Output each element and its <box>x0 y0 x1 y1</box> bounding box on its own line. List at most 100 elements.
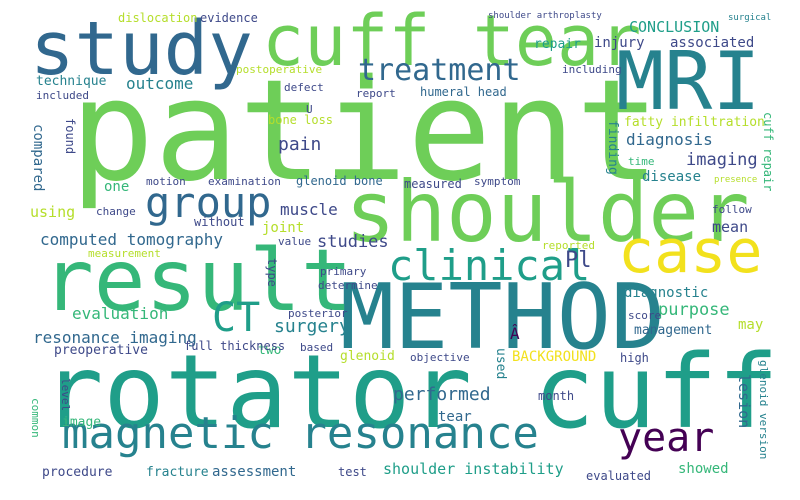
word-mri: MRI <box>616 35 761 128</box>
word-objective: objective <box>410 351 470 364</box>
word-purpose: purpose <box>658 300 730 320</box>
word-full-thickness: full thickness <box>184 339 286 353</box>
word-treatment: treatment <box>358 53 521 88</box>
word-test: test <box>338 465 367 479</box>
word-one: one <box>104 179 130 195</box>
word-group: group <box>145 178 272 227</box>
word-shoulder-instability: shoulder instability <box>383 460 564 478</box>
word-year: year <box>618 415 715 461</box>
word-magnetic-resonance: magnetic resonance <box>62 408 539 459</box>
word-associated: associated <box>670 35 755 51</box>
word-humeral-head: humeral head <box>420 85 507 99</box>
word-measured: measured <box>404 177 462 191</box>
word-image: image <box>62 415 102 430</box>
word-diagnosis: diagnosis <box>626 130 713 149</box>
word-used: used <box>493 348 508 380</box>
word-compared: compared <box>30 124 46 192</box>
word-examination: examination <box>208 175 281 188</box>
word-joint: joint <box>262 220 305 236</box>
word-motion: motion <box>146 175 186 188</box>
word-study: study <box>30 6 253 92</box>
word-patient: patient <box>70 50 661 213</box>
word-ct: CT <box>212 295 261 341</box>
word-u: U <box>306 103 313 116</box>
word-showed: showed <box>678 461 729 477</box>
word-bone-loss: bone loss <box>268 113 334 127</box>
word-posterior: posterior <box>288 307 348 320</box>
word-evaluated: evaluated <box>586 469 652 483</box>
word-follow: follow <box>712 203 752 216</box>
word-symptom: symptom <box>474 175 521 188</box>
word-level: level <box>59 378 72 412</box>
word-repair: repair <box>534 37 581 52</box>
word-procedure: procedure <box>42 465 113 480</box>
word-fatty-infiltration: fatty infiltration <box>624 115 765 130</box>
word-surgery: surgery <box>274 316 350 337</box>
word-determine: determine <box>318 279 378 292</box>
word-found: found <box>63 118 77 155</box>
word-result: result <box>42 231 353 331</box>
word-evidence: evidence <box>200 11 258 25</box>
word-type: type <box>265 258 279 287</box>
word-cuff-tear: cuff tear <box>262 0 642 82</box>
word-presence: presence <box>714 175 758 185</box>
word-computed-tomography: computed tomography <box>40 230 224 249</box>
word-shoulder: shoulder <box>345 163 750 261</box>
word-surgical: surgical <box>728 13 772 23</box>
word-glenoid: glenoid <box>340 349 395 364</box>
word-conclusion: CONCLUSION <box>629 18 720 36</box>
word-muscle: muscle <box>280 200 338 219</box>
word-a-circumflex: Â <box>510 324 520 343</box>
word-mean: mean <box>712 218 749 236</box>
word-primary: primary <box>320 265 367 278</box>
word-change: change <box>96 205 136 218</box>
word-based: based <box>300 341 334 354</box>
word-tear: tear <box>438 409 472 425</box>
word-pl: Pl <box>565 248 592 273</box>
word-defect: defect <box>284 81 324 94</box>
word-background: BACKGROUND <box>512 349 597 365</box>
word-dislocation: dislocation <box>118 11 198 25</box>
word-score: score <box>628 309 662 322</box>
word-imaging: imaging <box>686 150 758 170</box>
word-rotator-cuff: rotator cuff <box>42 333 779 452</box>
word-lesion: lesion <box>735 374 753 429</box>
word-technique: technique <box>36 74 107 89</box>
word-time: time <box>628 155 655 168</box>
word-disease: disease <box>642 169 702 185</box>
word-evaluation: evaluation <box>72 304 169 323</box>
word-may: may <box>738 317 764 333</box>
word-outcome: outcome <box>126 74 194 93</box>
word-postoperative: postoperative <box>236 63 323 76</box>
word-report: report <box>356 87 396 100</box>
word-studies: studies <box>317 232 389 252</box>
word-shoulder-arthroplasty: shoulder arthroplasty <box>488 11 602 21</box>
word-performed: performed <box>393 384 491 405</box>
word-diagnostic: diagnostic <box>624 285 709 301</box>
word-clinical: clinical <box>388 241 591 290</box>
word-month: month <box>538 389 575 403</box>
word-reported: reported <box>542 239 595 252</box>
word-method: METHOD <box>340 265 666 370</box>
word-fracture: fracture <box>146 465 209 480</box>
word-finding: finding <box>605 120 620 175</box>
word-value: value <box>278 235 312 248</box>
word-management: management <box>634 323 713 338</box>
word-measurement: measurement <box>88 247 161 260</box>
word-pain: pain <box>278 134 322 155</box>
word-two: two <box>258 343 282 358</box>
word-glenoid-version: glenoid version <box>757 360 770 460</box>
word-common: common <box>29 398 42 438</box>
word-injury: injury <box>594 35 645 51</box>
word-assessment: assessment <box>212 464 297 480</box>
word-cuff-repair: cuff repair <box>761 112 775 192</box>
word-included: included <box>36 89 89 102</box>
word-high: high <box>620 351 649 365</box>
word-preoperative: preoperative <box>54 343 148 358</box>
word-case: case <box>618 217 763 287</box>
word-resonance-imaging: resonance imaging <box>33 328 197 347</box>
word-including: including <box>562 63 622 76</box>
word-glenoid-bone: glenoid bone <box>296 174 383 188</box>
word-without: without <box>194 215 245 229</box>
